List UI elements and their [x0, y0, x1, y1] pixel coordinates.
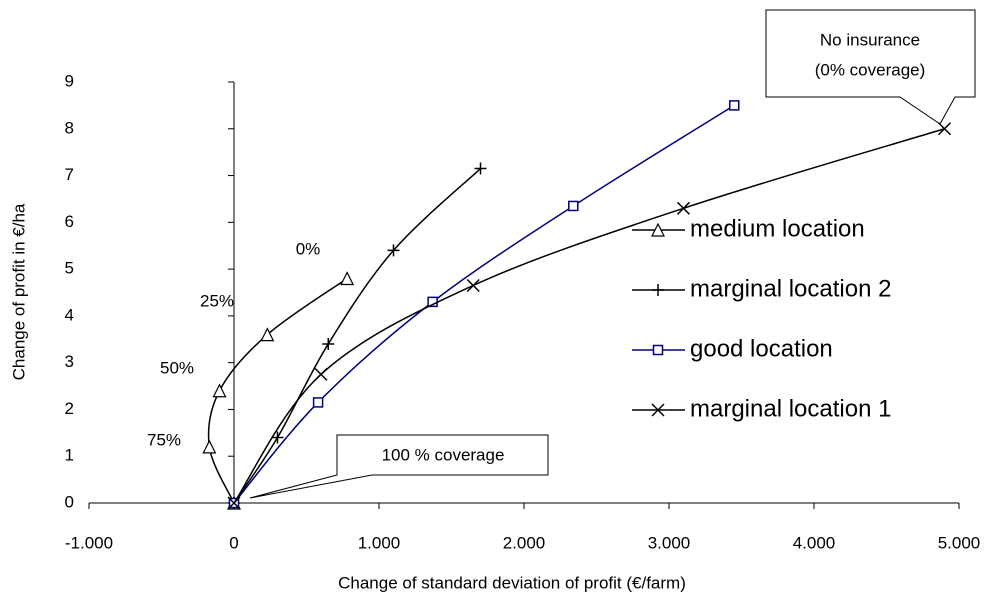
marker: [474, 162, 487, 175]
marker: [676, 201, 691, 215]
marker: [340, 271, 355, 286]
x-tick-label: 5.000: [938, 533, 981, 552]
marker: [212, 383, 227, 398]
y-tick-label: 0: [65, 492, 74, 511]
marker: [729, 100, 740, 111]
marker: [652, 344, 664, 356]
annotation: 0%: [296, 239, 321, 258]
marker: [312, 397, 324, 408]
series-line: [207, 277, 348, 504]
marker: [202, 439, 217, 454]
marker: [260, 327, 275, 342]
y-tick-label: 4: [65, 305, 74, 324]
x-tick-label: 0: [229, 533, 238, 552]
y-tick-label: 5: [65, 259, 74, 278]
x-tick-label: 4.000: [793, 533, 836, 552]
callout-box: [765, 9, 976, 125]
y-axis-title: Change of profit in €/ha: [9, 203, 28, 380]
annotation: 75%: [147, 430, 181, 449]
marker: [271, 431, 284, 444]
y-tick-label: 3: [65, 352, 74, 371]
callout-box: [249, 434, 549, 499]
x-tick-label: 2.000: [503, 533, 546, 552]
marker: [387, 244, 400, 257]
annotation: 100 % coverage: [382, 445, 505, 464]
legend-label: marginal location 1: [690, 395, 891, 422]
marker: [651, 403, 665, 417]
x-axis-title: Change of standard deviation of profit (…: [338, 573, 686, 592]
annotation: No insurance: [820, 30, 920, 49]
legend-label: marginal location 2: [690, 275, 891, 302]
marker: [937, 122, 952, 136]
marker: [568, 200, 579, 212]
legend-label: medium location: [690, 215, 865, 242]
y-tick-label: 7: [65, 165, 74, 184]
y-tick-label: 2: [65, 399, 74, 418]
x-tick-label: -1.000: [65, 533, 113, 552]
legend-label: good location: [690, 335, 833, 362]
x-tick-label: 1.000: [358, 533, 401, 552]
marker: [314, 367, 328, 381]
annotation: (0% coverage): [815, 60, 926, 79]
marker: [652, 284, 664, 296]
y-tick-label: 8: [65, 118, 74, 137]
annotation: 25%: [200, 291, 234, 310]
y-tick-label: 9: [65, 71, 74, 90]
x-tick-label: 3.000: [648, 533, 691, 552]
marker: [227, 496, 241, 510]
y-tick-label: 1: [65, 446, 74, 465]
marker: [466, 278, 480, 293]
marker: [322, 337, 335, 350]
annotation: 50%: [160, 358, 194, 377]
y-tick-label: 6: [65, 212, 74, 231]
marker: [651, 222, 665, 237]
series-line: [233, 128, 945, 504]
